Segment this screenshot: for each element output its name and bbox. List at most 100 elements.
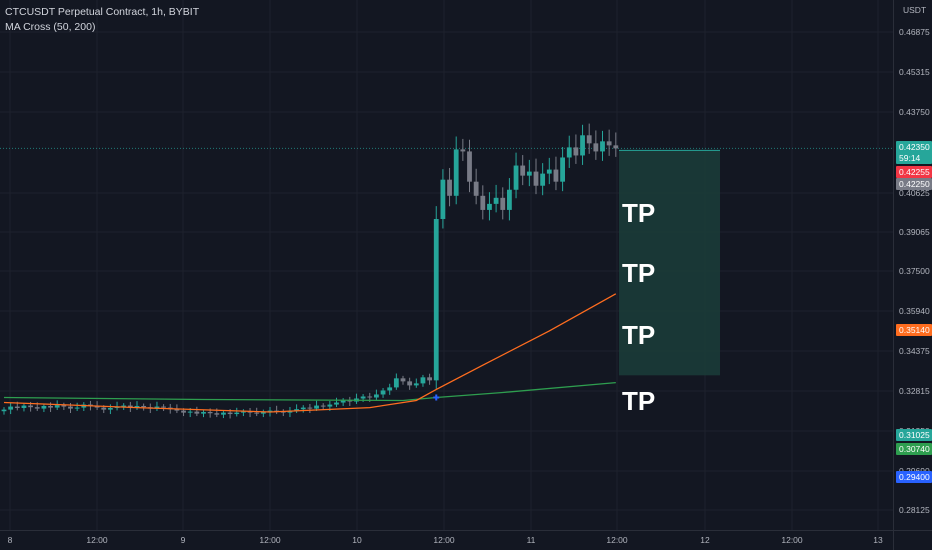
- candle-body[interactable]: [533, 171, 539, 186]
- candle-body[interactable]: [174, 409, 180, 411]
- take-profit-zone[interactable]: [619, 150, 720, 376]
- candle-body[interactable]: [580, 135, 585, 156]
- candle-body[interactable]: [427, 377, 432, 381]
- candle-body[interactable]: [187, 411, 193, 413]
- candle-body[interactable]: [74, 407, 80, 409]
- candle-body[interactable]: [241, 411, 246, 413]
- candle-body[interactable]: [267, 410, 273, 413]
- tp-label[interactable]: TP: [622, 386, 655, 416]
- candle-body[interactable]: [374, 394, 379, 398]
- candle-body[interactable]: [121, 405, 127, 407]
- candle-body[interactable]: [413, 383, 419, 386]
- candle-body[interactable]: [300, 407, 306, 410]
- candle-body[interactable]: [280, 411, 286, 413]
- candle-body[interactable]: [480, 195, 486, 210]
- candle-body[interactable]: [573, 147, 579, 156]
- candle-body[interactable]: [1, 409, 7, 412]
- candle-body[interactable]: [260, 412, 266, 414]
- candle-body[interactable]: [600, 141, 605, 152]
- candle-body[interactable]: [360, 396, 366, 399]
- candle-body[interactable]: [127, 405, 133, 408]
- candle-body[interactable]: [314, 405, 319, 409]
- candle-body[interactable]: [8, 406, 14, 410]
- candle-body[interactable]: [61, 405, 67, 407]
- candle-body[interactable]: [560, 157, 565, 182]
- tp-label[interactable]: TP: [622, 320, 655, 350]
- candle-body[interactable]: [141, 405, 147, 408]
- candle-body[interactable]: [393, 378, 399, 388]
- candle-body[interactable]: [194, 411, 200, 414]
- indicator-legend[interactable]: MA Cross (50, 200): [5, 21, 96, 33]
- candle-body[interactable]: [108, 407, 113, 410]
- candle-body[interactable]: [221, 412, 226, 415]
- candle-body[interactable]: [347, 400, 353, 402]
- candle-body[interactable]: [247, 411, 253, 413]
- candle-body[interactable]: [54, 405, 60, 408]
- price-badge[interactable]: [896, 443, 932, 455]
- candle-body[interactable]: [380, 390, 386, 395]
- candle-body[interactable]: [553, 169, 559, 182]
- candle-body[interactable]: [487, 203, 492, 210]
- candle-body[interactable]: [420, 377, 426, 384]
- candle-body[interactable]: [161, 406, 166, 408]
- tp-label[interactable]: TP: [622, 198, 655, 228]
- candle-body[interactable]: [14, 406, 20, 408]
- tp-label[interactable]: TP: [622, 258, 655, 288]
- candle-body[interactable]: [493, 197, 499, 204]
- candle-body[interactable]: [433, 218, 439, 381]
- candle-body[interactable]: [294, 409, 299, 411]
- candle-body[interactable]: [327, 404, 333, 407]
- candle-body[interactable]: [227, 412, 233, 415]
- candle-body[interactable]: [154, 406, 160, 409]
- price-badge[interactable]: [896, 166, 932, 178]
- candle-body[interactable]: [334, 402, 339, 405]
- candle-body[interactable]: [586, 135, 592, 144]
- symbol-legend[interactable]: CTCUSDT Perpetual Contract, 1h, BYBIT: [5, 6, 200, 18]
- candle-body[interactable]: [520, 165, 526, 176]
- price-badge[interactable]: [896, 471, 932, 483]
- candle-body[interactable]: [613, 145, 619, 149]
- candle-body[interactable]: [41, 405, 47, 409]
- candle-body[interactable]: [526, 171, 532, 176]
- candle-body[interactable]: [473, 181, 479, 196]
- candle-body[interactable]: [134, 405, 140, 408]
- candle-body[interactable]: [201, 412, 206, 414]
- candle-body[interactable]: [320, 405, 326, 407]
- candle-body[interactable]: [207, 412, 213, 414]
- candle-body[interactable]: [447, 179, 452, 196]
- candle-body[interactable]: [68, 406, 73, 409]
- ma-slow-line[interactable]: [3, 381, 616, 402]
- candle-body[interactable]: [214, 413, 220, 415]
- candle-body[interactable]: [340, 400, 346, 403]
- candle-body[interactable]: [21, 405, 27, 408]
- candle-body[interactable]: [407, 381, 413, 386]
- candle-body[interactable]: [507, 189, 512, 210]
- candle-body[interactable]: [500, 197, 506, 210]
- candle-body[interactable]: [546, 169, 552, 174]
- candle-body[interactable]: [513, 165, 519, 190]
- candle-body[interactable]: [234, 412, 240, 415]
- candle-body[interactable]: [593, 143, 599, 152]
- price-badge[interactable]: [896, 178, 932, 190]
- candle-body[interactable]: [387, 387, 393, 391]
- candle-body[interactable]: [48, 405, 53, 408]
- candle-body[interactable]: [181, 410, 186, 413]
- candle-body[interactable]: [94, 405, 100, 408]
- candle-body[interactable]: [453, 149, 459, 196]
- candle-body[interactable]: [101, 407, 107, 410]
- candle-body[interactable]: [540, 173, 546, 186]
- candle-body[interactable]: [28, 405, 33, 408]
- price-badge[interactable]: [896, 141, 932, 164]
- candle-body[interactable]: [467, 151, 472, 182]
- candle-body[interactable]: [400, 378, 406, 382]
- candle-body[interactable]: [254, 412, 260, 414]
- candle-body[interactable]: [307, 407, 313, 409]
- candle-body[interactable]: [606, 141, 612, 146]
- candle-body[interactable]: [367, 396, 373, 398]
- candle-body[interactable]: [566, 147, 572, 158]
- candle-body[interactable]: [34, 407, 40, 409]
- price-badge[interactable]: [896, 429, 932, 441]
- candle-body[interactable]: [460, 149, 466, 152]
